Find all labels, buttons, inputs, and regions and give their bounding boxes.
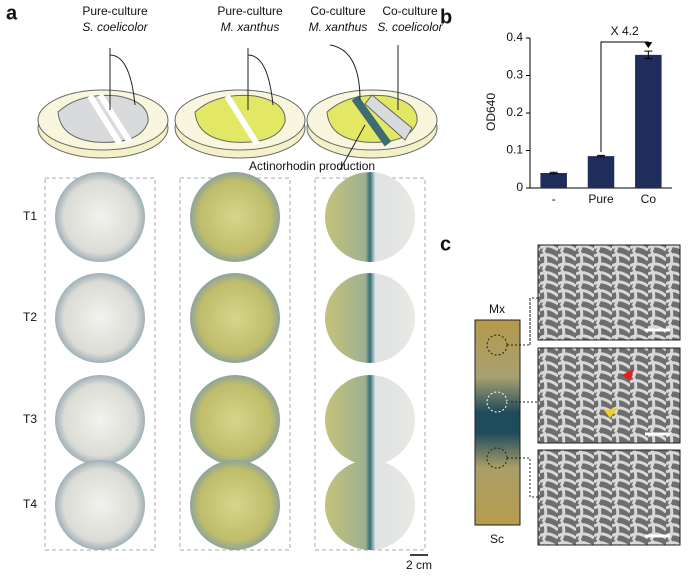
y-tick-label: 0.3 [506,68,523,82]
sample-markers [486,297,538,498]
row-label: T4 [23,497,37,511]
y-axis-label: OD640 [484,93,498,131]
strip-label: Sc [490,532,504,546]
species: S. coelicolor [82,20,148,34]
culture-type: Co-culture [310,4,366,18]
panel-label: a [6,2,18,24]
error-bar [549,171,558,175]
sem-images [537,244,681,546]
photo [325,273,415,363]
photo [325,460,415,550]
culture-type: Pure-culture [82,4,148,18]
photo [190,375,280,465]
photo [325,375,415,465]
bar [587,156,615,188]
row-label: T1 [23,209,37,223]
panel-a: a Pure-culture S. coelicolor Pure-cultur… [6,2,444,572]
culture-type: Pure-culture [217,4,283,18]
species: M. xanthus [309,20,368,34]
photo [190,172,280,262]
annotation: X 4.2 [611,24,639,38]
culture-type: Co-culture [382,4,438,18]
error-bar [597,154,605,158]
photo [55,460,145,550]
x-tick-label: Pure [588,192,614,206]
row-label: T3 [23,412,37,426]
species: M. xanthus [221,20,280,34]
panel-label: b [440,6,452,28]
y-tick-label: 0 [516,180,523,194]
panel-label: c [440,233,451,255]
photo [190,273,280,363]
photos [55,172,415,550]
row-label: T2 [23,310,37,324]
error-bar [644,50,653,60]
photo [55,172,145,262]
photo-frames [44,177,426,551]
culture-strip [474,319,521,526]
x-tick-label: - [552,192,556,206]
photo [55,273,145,363]
panel-b: b OD640 0 0.1 0.2 0.3 0.4 - Pure Co X 4.2 [440,6,672,206]
y-tick-label: 0.4 [506,30,523,44]
connectors [109,44,399,171]
arrowhead [644,42,653,49]
strip-label: Mx [489,302,505,316]
panel-c: c Mx Sc [440,233,681,546]
photo [55,375,145,465]
y-tick-label: 0.2 [506,105,523,119]
species: S. coelicolor [377,20,443,34]
photo [325,172,415,262]
y-tick-label: 0.1 [506,143,523,157]
dish-illustrations [37,89,438,159]
scale-label: 2 cm [406,558,432,572]
photo [190,460,280,550]
bar [635,54,662,188]
production-label: Actinorhodin production [249,159,375,173]
bar [540,173,567,188]
x-tick-label: Co [641,192,657,206]
